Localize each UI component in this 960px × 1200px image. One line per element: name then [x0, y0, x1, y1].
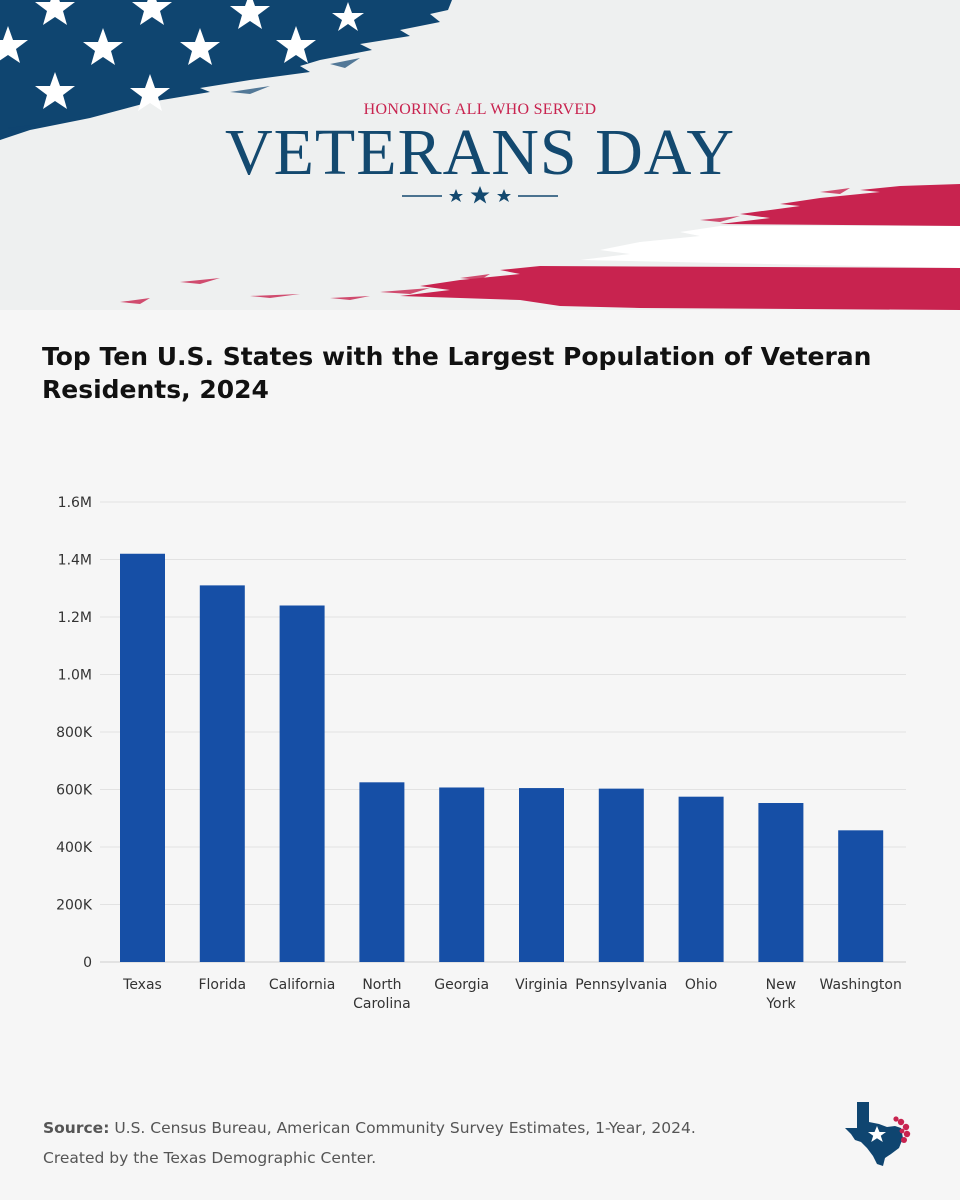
- flag-stars: [0, 0, 364, 111]
- source-note: Source: U.S. Census Bureau, American Com…: [43, 1113, 696, 1173]
- bar: [279, 605, 325, 962]
- x-tick-label: Florida: [198, 977, 246, 993]
- y-tick-label: 1.4M: [58, 553, 92, 569]
- bar: [199, 585, 245, 962]
- bar: [758, 803, 804, 962]
- bar: [678, 796, 724, 962]
- source-label: Source:: [43, 1119, 110, 1137]
- bar-chart: 0 200K 400K 600K 800K 1.0M 1.2M 1.4M 1.6M Texas Fl…: [56, 495, 906, 1012]
- source-text: U.S. Census Bureau, American Community S…: [109, 1119, 696, 1137]
- bar: [120, 553, 165, 962]
- x-tick-label: York: [765, 996, 796, 1012]
- y-tick-label: 1.6M: [58, 495, 92, 511]
- flag-graphic: [0, 0, 960, 310]
- x-tick-label: Ohio: [685, 977, 717, 993]
- flag-stripe-white: [580, 226, 960, 268]
- y-tick-label: 200K: [56, 898, 93, 914]
- y-tick-label: 400K: [56, 840, 93, 856]
- x-tick-label: Georgia: [434, 977, 489, 993]
- texas-map-star-icon: [845, 1102, 911, 1166]
- y-tick-label: 1.2M: [58, 610, 92, 626]
- flag-stripe-red-bottom: [400, 266, 960, 310]
- x-tick-label: California: [269, 977, 335, 993]
- x-tick-label: Carolina: [353, 996, 411, 1012]
- y-tick-label: 800K: [56, 725, 93, 741]
- x-tick-label: Pennsylvania: [575, 977, 667, 993]
- x-tick-label: Virginia: [515, 977, 568, 993]
- y-tick-label: 0: [83, 955, 92, 971]
- veterans-day-banner: HONORING ALL WHO SERVED VETERANS DAY: [0, 0, 960, 310]
- stars-ornament-icon: [402, 186, 558, 204]
- y-tick-label: 600K: [56, 783, 93, 799]
- x-tick-label: North: [362, 977, 401, 993]
- banner-title: VETERANS DAY: [224, 116, 736, 189]
- source-credit: Created by the Texas Demographic Center.: [43, 1149, 377, 1167]
- chart-title: Top Ten U.S. States with the Largest Pop…: [42, 342, 872, 404]
- x-tick-label: Texas: [122, 977, 162, 993]
- x-tick-label: New: [766, 977, 797, 993]
- banner-subtitle: HONORING ALL WHO SERVED: [363, 101, 597, 118]
- bar: [598, 788, 644, 962]
- bar: [439, 787, 485, 962]
- flag-stripe-red-top: [720, 184, 960, 226]
- bar: [519, 788, 564, 962]
- flag-union-blue: [0, 0, 452, 140]
- x-tick-label: Washington: [820, 977, 902, 993]
- bar: [838, 830, 884, 962]
- bar: [359, 782, 405, 962]
- y-tick-label: 1.0M: [58, 668, 92, 684]
